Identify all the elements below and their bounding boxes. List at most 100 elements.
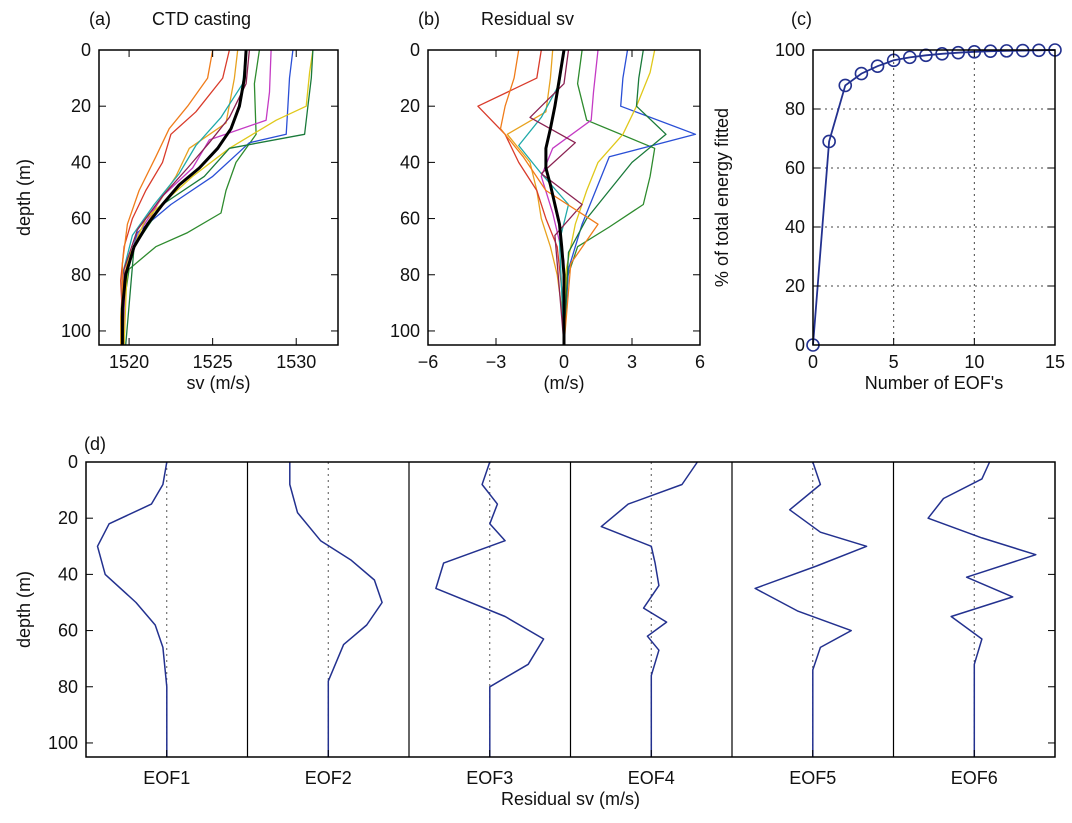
energy-line: [812, 49, 1056, 346]
y-tick-label: 20: [58, 508, 78, 528]
eof-curve-4: [600, 461, 699, 757]
series-line-9: [125, 50, 314, 345]
x-tick-label: −6: [418, 352, 439, 372]
panel-label: (c): [791, 9, 812, 29]
eof-label: EOF4: [628, 768, 675, 788]
series-line-8: [121, 50, 251, 345]
y-tick-label: 60: [58, 621, 78, 641]
y-tick-label: 100: [390, 321, 420, 341]
energy-point: [854, 66, 869, 81]
panel-label: (b): [418, 9, 440, 29]
x-tick-label: 10: [964, 352, 984, 372]
x-axis-label: (m/s): [544, 373, 585, 393]
x-tick-label: 5: [889, 352, 899, 372]
y-tick-label: 100: [775, 40, 805, 60]
panel-c: 0 20 40 60 80 100 0 5 10 15 (c) Number of EOF's % of…: [712, 9, 1065, 393]
panel-title: Residual sv: [481, 9, 574, 29]
panel-label: (d): [84, 434, 106, 454]
x-tick-label: 1530: [276, 352, 316, 372]
y-tick-label: 40: [785, 217, 805, 237]
energy-point: [951, 45, 966, 60]
energy-point: [822, 134, 836, 149]
y-tick-label: 0: [795, 335, 805, 355]
series-line-10: [121, 50, 214, 345]
energy-point: [902, 50, 917, 65]
panel-b: 0 20 40 60 80 100 −6 −3 0 3 6 (b) Residual sv (m/s): [390, 9, 705, 393]
plot-frame: [85, 461, 1056, 758]
series-line-11: [544, 50, 566, 345]
series-line-3: [123, 50, 261, 345]
y-tick-label: 80: [71, 265, 91, 285]
series-line-5: [540, 50, 599, 345]
y-tick-label: 0: [81, 40, 91, 60]
series-group: [477, 50, 697, 345]
series-line-11: [120, 50, 248, 345]
energy-point: [838, 78, 853, 93]
x-tick-label: 3: [627, 352, 637, 372]
y-tick-label: 0: [410, 40, 420, 60]
eof-label: EOF2: [305, 768, 352, 788]
y-tick-label: 100: [48, 733, 78, 753]
y-tick-label: 40: [58, 564, 78, 584]
energy-point: [999, 44, 1014, 58]
series-line-10: [499, 50, 599, 345]
series-line-4: [563, 50, 697, 345]
panel-label: (a): [89, 9, 111, 29]
y-tick-label: 60: [71, 209, 91, 229]
eof-curve-5: [754, 461, 868, 757]
panel-a: 0 20 40 60 80 100 1520 1525 1530 (a) CTD casting sv…: [14, 9, 339, 393]
series-line-7: [123, 50, 314, 345]
y-tick-label: 80: [785, 99, 805, 119]
x-tick-label: 0: [808, 352, 818, 372]
energy-point: [983, 44, 998, 58]
eof-curve-1: [96, 461, 168, 757]
y-tick-label: 20: [71, 96, 91, 116]
series-line-3: [563, 50, 656, 345]
x-tick-label: 1525: [193, 352, 233, 372]
energy-point: [935, 47, 949, 61]
x-axis-label: Residual sv (m/s): [501, 789, 640, 809]
energy-point: [870, 59, 885, 74]
x-axis-label: Number of EOF's: [865, 373, 1003, 393]
series-line-9: [563, 50, 667, 345]
series-line-2: [477, 50, 565, 345]
eof-label: EOF6: [951, 768, 998, 788]
eof-label: EOF5: [789, 768, 836, 788]
x-tick-label: 1520: [109, 352, 149, 372]
y-tick-label: 60: [400, 209, 420, 229]
y-tick-label: 40: [71, 152, 91, 172]
y-tick-label: 0: [68, 452, 78, 472]
series-line-4: [123, 50, 294, 345]
y-tick-label: 80: [58, 677, 78, 697]
x-tick-label: 6: [695, 352, 705, 372]
series-line-6: [121, 50, 247, 345]
eof-curve-2: [289, 462, 383, 757]
x-axis-label: sv (m/s): [187, 373, 251, 393]
energy-point: [967, 44, 982, 59]
y-axis-label: % of total energy fitted: [712, 108, 732, 287]
y-tick-label: 100: [61, 321, 91, 341]
y-tick-label: 40: [400, 152, 420, 172]
x-tick-label: 15: [1045, 352, 1065, 372]
y-tick-label: 60: [785, 158, 805, 178]
x-tick-label: 0: [559, 352, 569, 372]
series-line-5: [123, 50, 272, 345]
series-line-2: [120, 50, 231, 345]
eof-curve-6: [927, 461, 1037, 757]
panel-d: EOF1 EOF2 EOF3 EOF4 EOF5 EOF6 0 20 40 60 80 100 (d) R…: [14, 434, 1056, 809]
y-tick-label: 20: [785, 276, 805, 296]
x-tick-label: −3: [486, 352, 507, 372]
eof-label: EOF1: [143, 768, 190, 788]
eof-curve-3: [435, 461, 545, 757]
plot-frame: [98, 49, 339, 346]
plot-frame: [812, 49, 1056, 346]
panel-title: CTD casting: [152, 9, 251, 29]
eof-label: EOF3: [466, 768, 513, 788]
y-tick-label: 20: [400, 96, 420, 116]
series-group: [120, 50, 314, 345]
y-tick-label: 80: [400, 265, 420, 285]
y-axis-label: depth (m): [14, 159, 34, 236]
y-axis-label: depth (m): [14, 571, 34, 648]
series-line-7: [563, 50, 656, 345]
